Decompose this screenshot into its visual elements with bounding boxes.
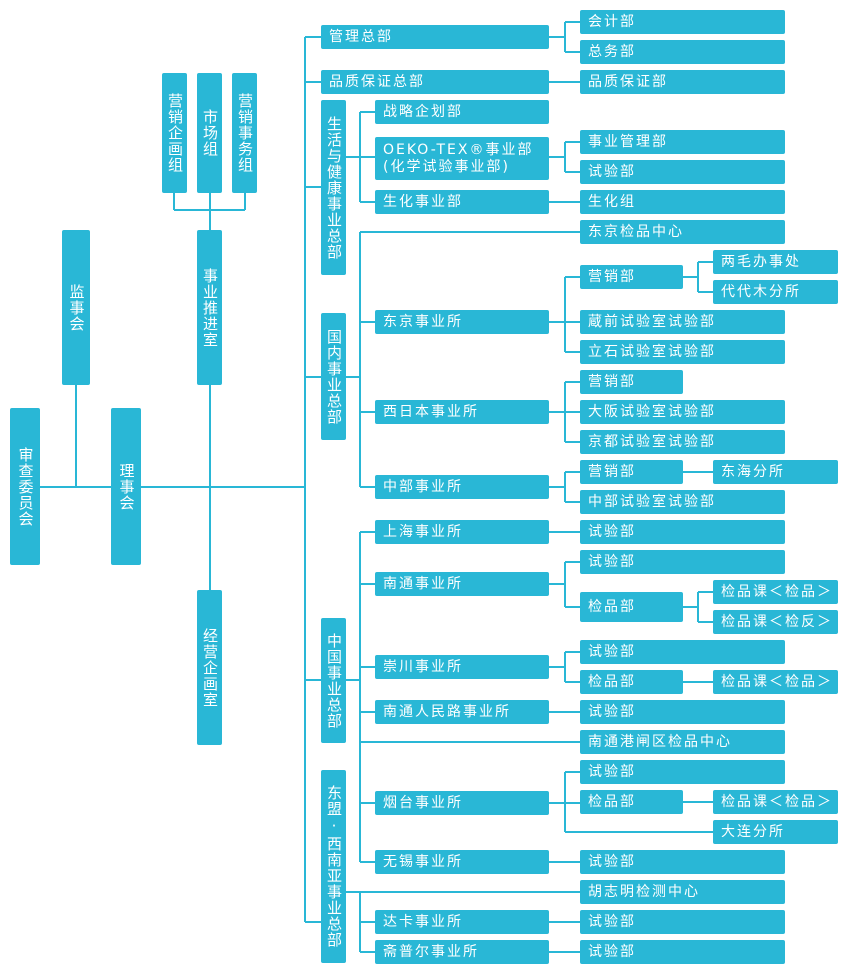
org-node: 经营企画室 <box>197 590 222 745</box>
org-node: 试验部 <box>580 160 785 184</box>
org-node: 东盟·西南亚事业总部 <box>321 770 346 963</box>
org-node: 管理总部 <box>321 25 549 49</box>
org-node: 南通事业所 <box>375 572 549 596</box>
org-node: 大连分所 <box>713 820 838 844</box>
org-node: 西日本事业所 <box>375 400 549 424</box>
org-node: 审查委员会 <box>10 408 40 565</box>
org-node: 试验部 <box>580 550 785 574</box>
org-node: 达卡事业所 <box>375 910 549 934</box>
org-node: 胡志明检测中心 <box>580 880 785 904</box>
org-node: 试验部 <box>580 700 785 724</box>
org-node: 京都试验室试验部 <box>580 430 785 454</box>
org-node: 生化组 <box>580 190 785 214</box>
org-node: 蔵前试验室试验部 <box>580 310 785 334</box>
org-node: 检品课＜检品＞ <box>713 580 838 604</box>
org-node: 营销企画组 <box>162 73 187 193</box>
org-node: 试验部 <box>580 850 785 874</box>
org-node: 营销部 <box>580 460 683 484</box>
org-node: 中部试验室试验部 <box>580 490 785 514</box>
org-node: 立石试验室试验部 <box>580 340 785 364</box>
org-node: 营销事务组 <box>232 73 257 193</box>
org-node: 斋普尔事业所 <box>375 940 549 964</box>
org-node: 生活与健康事业总部 <box>321 100 346 275</box>
org-node: 东京检品中心 <box>580 220 785 244</box>
org-node: 崇川事业所 <box>375 655 549 679</box>
org-node: 国内事业总部 <box>321 313 346 440</box>
org-node: 监事会 <box>62 230 90 385</box>
org-node: 市场组 <box>197 73 222 193</box>
org-node: 营销部 <box>580 265 683 289</box>
org-node: 南通港闸区检品中心 <box>580 730 785 754</box>
org-node: 检品部 <box>580 670 683 694</box>
org-node: 品质保证总部 <box>321 70 549 94</box>
org-node: 南通人民路事业所 <box>375 700 549 724</box>
org-node: 事业管理部 <box>580 130 785 154</box>
org-node: 代代木分所 <box>713 280 838 304</box>
org-node: 中部事业所 <box>375 475 549 499</box>
org-node: 试验部 <box>580 520 785 544</box>
org-node: OEKO-TEX®事业部 (化学试验事业部) <box>375 137 549 180</box>
org-node: 事业推进室 <box>197 230 222 385</box>
org-node: 检品课＜检反＞ <box>713 610 838 634</box>
org-node: 战略企划部 <box>375 100 549 124</box>
org-node: 试验部 <box>580 760 785 784</box>
org-node: 检品部 <box>580 790 683 814</box>
org-node: 试验部 <box>580 940 785 964</box>
org-node: 东海分所 <box>713 460 838 484</box>
org-node: 检品课＜检品＞ <box>713 790 838 814</box>
org-node: 检品课＜检品＞ <box>713 670 838 694</box>
org-node: 两毛办事处 <box>713 250 838 274</box>
org-node: 品质保证部 <box>580 70 785 94</box>
org-node: 东京事业所 <box>375 310 549 334</box>
org-node: 检品部 <box>580 592 683 622</box>
org-node: 大阪试验室试验部 <box>580 400 785 424</box>
org-node: 营销部 <box>580 370 683 394</box>
org-node: 中国事业总部 <box>321 618 346 743</box>
org-node: 试验部 <box>580 910 785 934</box>
org-node: 理事会 <box>111 408 141 565</box>
org-node: 试验部 <box>580 640 785 664</box>
org-node: 烟台事业所 <box>375 791 549 815</box>
org-node: 上海事业所 <box>375 520 549 544</box>
org-node: 会计部 <box>580 10 785 34</box>
org-node: 生化事业部 <box>375 190 549 214</box>
org-node: 总务部 <box>580 40 785 64</box>
org-node: 无锡事业所 <box>375 850 549 874</box>
